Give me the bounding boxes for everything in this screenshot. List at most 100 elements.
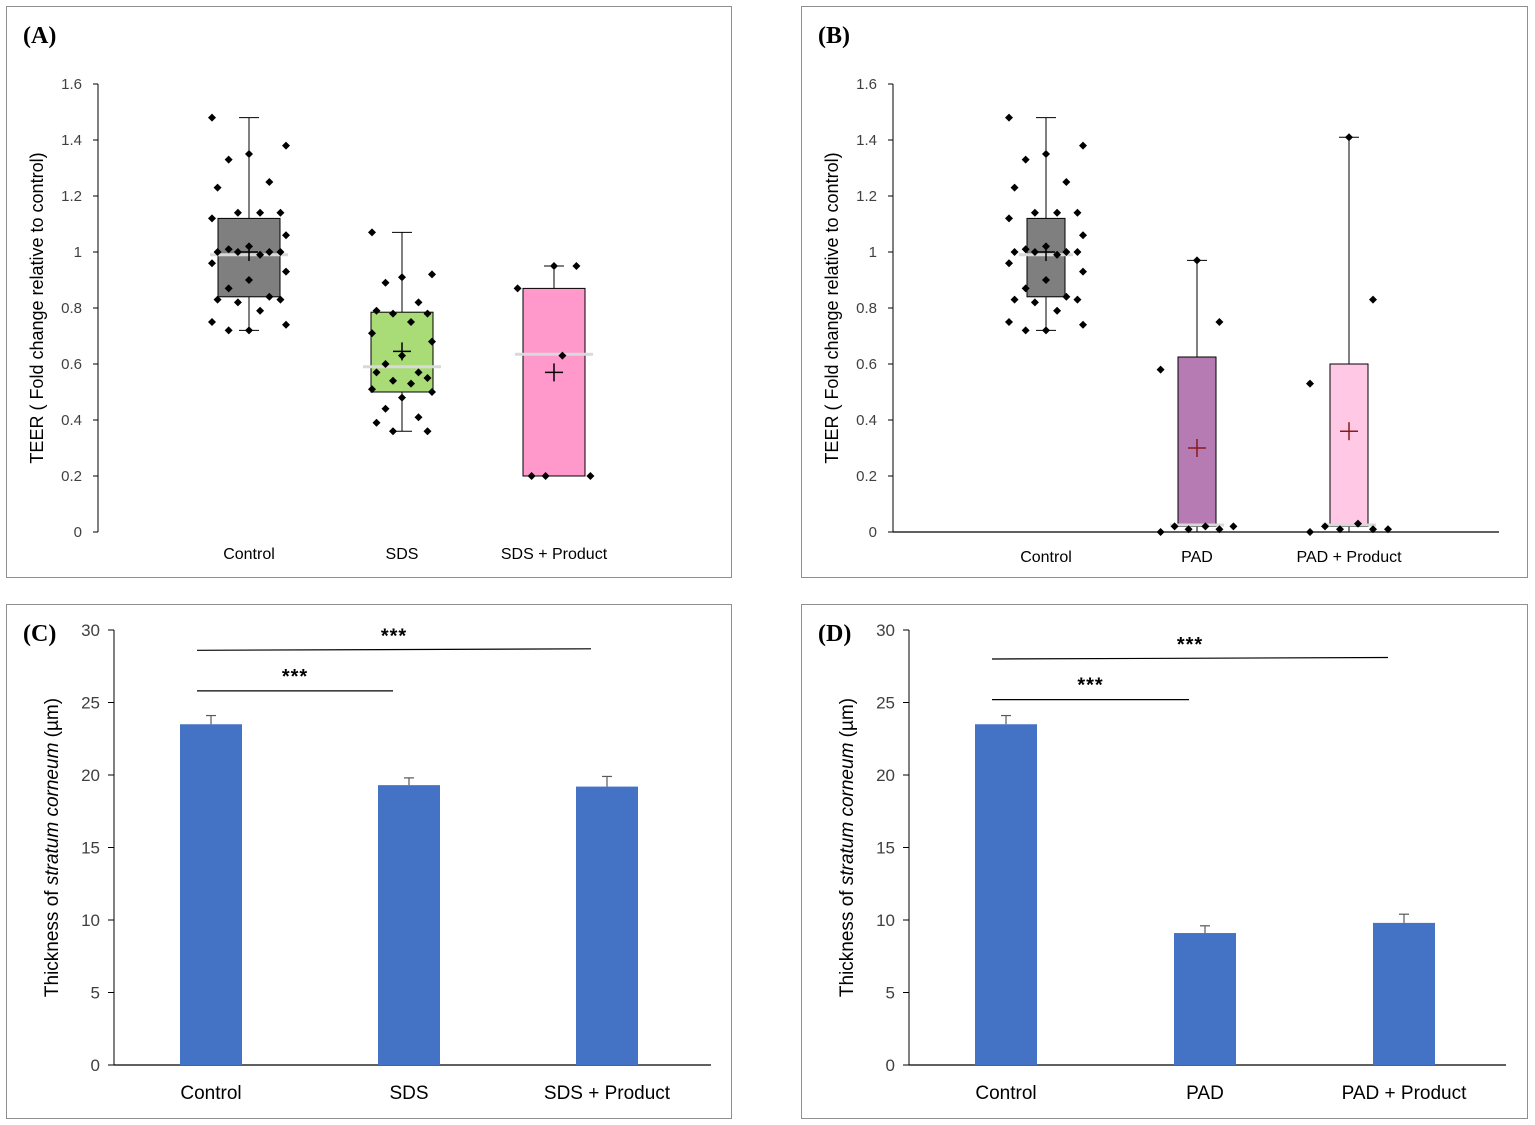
y-tick-label: 1.6 xyxy=(61,76,82,93)
data-point xyxy=(256,250,265,259)
x-category-label: Control xyxy=(1020,549,1072,566)
data-point xyxy=(368,228,376,237)
y-tick-label: 1.4 xyxy=(856,132,877,149)
data-point xyxy=(1005,318,1013,326)
data-point xyxy=(414,298,423,307)
data-point xyxy=(407,318,415,326)
y-tick-label: 1.4 xyxy=(61,132,82,149)
y-tick-label: 20 xyxy=(81,766,100,785)
data-point xyxy=(541,472,550,480)
data-point xyxy=(1369,525,1377,534)
y-tick-label: 0 xyxy=(886,1056,895,1075)
x-category-label: SDS xyxy=(389,1083,428,1104)
y-tick-label: 5 xyxy=(91,984,100,1003)
data-point xyxy=(414,413,423,422)
data-point xyxy=(1042,326,1050,335)
x-category-label: PAD + Product xyxy=(1342,1083,1468,1104)
data-point xyxy=(1215,318,1224,326)
y-tick-label: 1.2 xyxy=(856,188,877,205)
data-point xyxy=(1021,155,1030,164)
data-point xyxy=(389,309,397,318)
y-axis-title-italic: stratum corneum xyxy=(837,743,858,886)
panel-d: (D) 0 5 10 15 20 25 30 Thickness of stratum corn… xyxy=(801,604,1528,1119)
y-tick-label: 0.6 xyxy=(856,356,877,373)
panel-label: (C) xyxy=(23,621,56,647)
data-point xyxy=(423,427,432,436)
y-tick-label: 1 xyxy=(869,244,877,261)
x-category-label: PAD xyxy=(1181,549,1213,566)
box-plot-teer-sds: (A) 0 0.2 0.4 0.6 0.8 1 1.2 1.4 1.6 TEER ( Fold ch… xyxy=(23,23,608,563)
y-tick-label: 15 xyxy=(876,839,895,858)
data-point xyxy=(1053,306,1062,315)
data-point xyxy=(1010,295,1019,304)
data-point xyxy=(224,155,233,164)
data-point xyxy=(414,368,423,377)
data-point xyxy=(513,284,522,293)
data-point xyxy=(1062,292,1071,301)
data-point xyxy=(1384,525,1392,534)
x-category-label: PAD + Product xyxy=(1296,549,1402,566)
data-point xyxy=(1021,326,1030,335)
data-point xyxy=(1010,248,1019,256)
data-point xyxy=(368,329,376,338)
x-category-label: Control xyxy=(180,1083,241,1104)
y-tick-label: 0 xyxy=(74,524,82,541)
data-point xyxy=(208,259,216,268)
data-point xyxy=(265,248,274,256)
y-tick-label: 5 xyxy=(886,984,895,1003)
y-tick-label: 25 xyxy=(876,694,895,713)
y-tick-label: 0.2 xyxy=(61,468,82,485)
data-point xyxy=(1306,379,1314,388)
data-point xyxy=(1229,522,1238,531)
data-point xyxy=(368,385,376,394)
data-point xyxy=(1042,150,1050,158)
data-point xyxy=(1321,522,1329,531)
y-tick-label: 10 xyxy=(81,911,100,930)
data-point xyxy=(1030,208,1039,217)
bar-chart-thickness-pad: (D) 0 5 10 15 20 25 30 Thickness of stratum corn… xyxy=(818,621,1506,1104)
significance-stars: *** xyxy=(381,625,407,647)
data-point xyxy=(276,248,285,256)
data-point xyxy=(372,368,381,377)
significance-line xyxy=(991,656,1389,660)
y-axis-title-suffix: (µm) xyxy=(42,698,63,743)
data-point xyxy=(1079,320,1087,329)
data-point xyxy=(372,418,381,427)
data-point xyxy=(256,306,265,315)
data-point xyxy=(1306,528,1314,536)
data-point xyxy=(381,404,390,413)
y-tick-label: 1.6 xyxy=(856,76,877,93)
panel-c: (C) 0 5 10 15 20 25 30 Thickness of stratum corn… xyxy=(6,604,732,1119)
significance-stars: *** xyxy=(282,666,308,688)
panel-b: (B) 0 0.2 0.4 0.6 0.8 1 1.2 1.4 1.6 TEER ( Fold ch… xyxy=(801,6,1528,578)
data-point xyxy=(1156,528,1165,536)
data-point xyxy=(213,183,222,192)
data-point xyxy=(558,351,567,360)
data-point xyxy=(1079,267,1087,276)
y-tick-label: 0.4 xyxy=(856,412,877,429)
data-point xyxy=(224,245,233,254)
data-point xyxy=(1354,519,1362,528)
y-tick-label: 0.8 xyxy=(61,300,82,317)
x-category-label: SDS + Product xyxy=(501,546,608,563)
box-iqr xyxy=(522,287,586,477)
data-point xyxy=(1005,214,1013,223)
x-category-label: SDS xyxy=(386,546,419,563)
data-point xyxy=(1030,298,1039,307)
y-tick-label: 0.2 xyxy=(856,468,877,485)
data-point xyxy=(381,278,390,287)
y-tick-label: 30 xyxy=(876,621,895,640)
data-point xyxy=(1336,525,1344,534)
y-tick-label: 10 xyxy=(876,911,895,930)
bar xyxy=(1174,933,1236,1065)
data-point xyxy=(1053,250,1062,259)
panel-a: (A) 0 0.2 0.4 0.6 0.8 1 1.2 1.4 1.6 TEER ( Fold ch… xyxy=(6,6,732,578)
significance-stars: *** xyxy=(1077,675,1103,697)
y-axis-title: Thickness of stratum corneum (µm) xyxy=(837,698,858,997)
data-point xyxy=(1215,525,1224,534)
data-point xyxy=(276,295,285,304)
data-point xyxy=(1184,525,1193,534)
panel-label: (A) xyxy=(23,23,56,49)
data-point xyxy=(428,337,436,346)
data-point xyxy=(1030,248,1039,256)
